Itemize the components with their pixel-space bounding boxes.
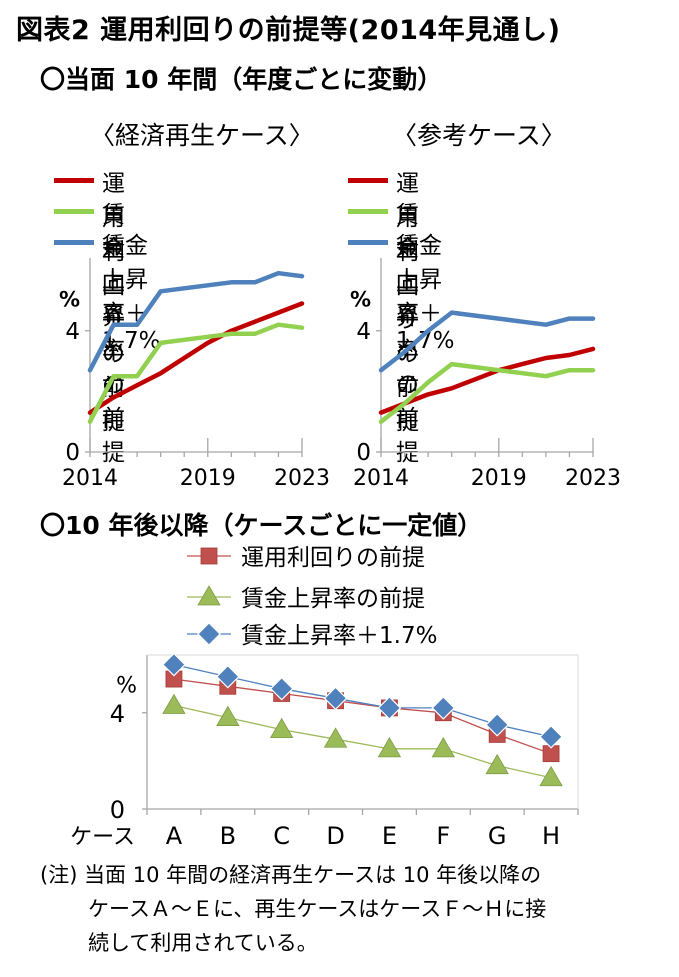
x-tick-label: 2014 <box>62 466 118 491</box>
footnote: (注) 当面 10 年間の経済再生ケースは 10 年後以降の ケースＡ～Ｅに、再… <box>40 858 660 960</box>
data-point <box>269 717 294 738</box>
data-point <box>323 727 348 748</box>
x-tick-label: 2014 <box>353 466 409 491</box>
legend-marker <box>197 585 221 606</box>
y-tick-label: 4 <box>65 319 80 345</box>
y-axis-unit: % <box>350 287 371 311</box>
legend-marker <box>197 622 221 646</box>
x-tick-label: C <box>273 822 290 850</box>
legend-marker <box>200 547 218 565</box>
data-point <box>377 737 402 758</box>
series-line <box>378 361 596 424</box>
data-point <box>539 765 563 787</box>
legend-label: 賃金上昇率＋1.7% <box>241 623 437 649</box>
series-line <box>378 310 596 373</box>
legend-swatch <box>54 240 94 245</box>
footnote-line: 続して利用されている。 <box>88 931 318 955</box>
x-tick-label: H <box>542 822 560 850</box>
x-tick-label: 2023 <box>274 466 330 491</box>
x-tick-label: 2023 <box>565 466 621 491</box>
x-tick-label: 2019 <box>471 466 527 491</box>
series-line <box>87 301 305 415</box>
data-point <box>485 753 509 775</box>
data-point <box>323 686 348 711</box>
y-tick-label: 4 <box>110 700 125 728</box>
legend-label: 賃金上昇率＋1.7% <box>396 233 455 354</box>
section-heading-first-10-years: 〇当面 10 年間（年度ごとに変動） <box>40 65 443 94</box>
legend-label: 運用利回りの前提 <box>396 171 419 435</box>
panel-title-reference-case: 〈参考ケース〉 <box>392 121 566 150</box>
y-tick-label: 0 <box>65 440 80 466</box>
footnote-line: ケースＡ～Ｅに、再生ケースはケースＦ～Ｈに接 <box>88 897 547 921</box>
x-tick-label: E <box>382 822 397 850</box>
legend-swatch <box>348 209 388 214</box>
data-point <box>431 737 456 758</box>
x-tick-label: 2019 <box>180 466 236 491</box>
y-axis-unit: % <box>116 673 137 698</box>
y-tick-label: 0 <box>110 796 125 824</box>
series-line <box>87 270 305 373</box>
x-tick-label: F <box>436 822 450 850</box>
figure-title: 図表2 運用利回りの前提等(2014年見通し) <box>16 15 561 46</box>
legend-swatch <box>348 178 388 183</box>
legend-label: 賃金上昇率の前提 <box>241 586 425 612</box>
series-line <box>173 678 552 755</box>
x-tick-label: G <box>488 822 507 850</box>
y-tick-label: 0 <box>356 440 371 466</box>
panel-title-economic-revival: 〈経済再生ケース〉 <box>90 121 314 150</box>
legend-label: 運用利回りの前提 <box>102 171 125 435</box>
legend-swatch <box>54 178 94 183</box>
data-point <box>269 676 294 701</box>
legend-swatch <box>348 240 388 245</box>
series-line <box>378 346 596 415</box>
x-tick-label: B <box>220 822 236 850</box>
y-tick-label: 4 <box>356 319 371 345</box>
legend-swatch <box>54 209 94 214</box>
data-point <box>485 712 510 737</box>
data-point <box>215 664 240 689</box>
footnote-line: (注) 当面 10 年間の経済再生ケースは 10 年後以降の <box>40 863 542 887</box>
section-heading-after-10-years: 〇10 年後以降（ケースごとに一定値） <box>40 511 483 540</box>
series-line <box>173 704 552 779</box>
data-point <box>539 724 563 749</box>
data-point <box>431 696 456 720</box>
legend-label: 運用利回りの前提 <box>241 545 425 571</box>
data-point <box>162 652 186 677</box>
series-line <box>87 322 305 424</box>
data-point <box>162 693 186 714</box>
data-point <box>216 705 240 726</box>
x-tick-label: D <box>326 822 344 850</box>
y-axis-unit: % <box>59 287 80 311</box>
category-axis-label: ケース <box>70 825 135 850</box>
data-point <box>377 696 402 720</box>
x-tick-label: A <box>166 822 183 850</box>
